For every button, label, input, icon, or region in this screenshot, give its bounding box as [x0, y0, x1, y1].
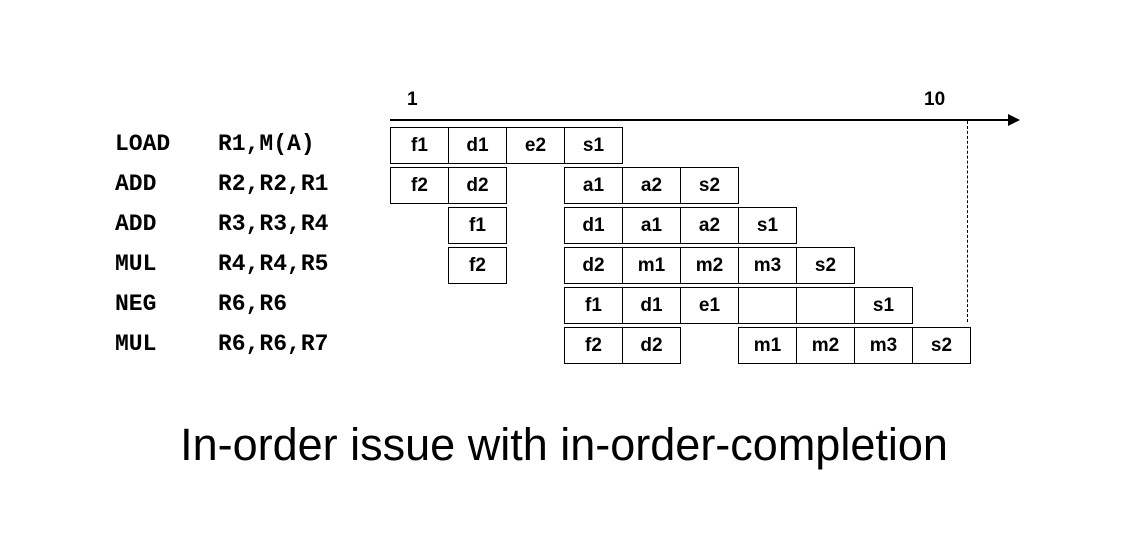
pipeline-stage-cell: f2	[390, 167, 449, 204]
pipeline-stage-cell: e1	[680, 287, 739, 324]
pipeline-stage-cell: m3	[738, 247, 797, 284]
instruction-opcode: NEG	[115, 291, 157, 317]
instruction-operands: R2,R2,R1	[218, 171, 329, 197]
axis-end-label: 10	[924, 89, 946, 110]
pipeline-stage-cell: m3	[854, 327, 913, 364]
pipeline-stage-cell: s2	[912, 327, 971, 364]
time-axis-line	[390, 119, 1010, 121]
pipeline-stage-cell	[796, 287, 855, 324]
instruction-opcode: LOAD	[115, 131, 171, 157]
pipeline-stage-cell: f1	[564, 287, 623, 324]
pipeline-stage-cell: m1	[738, 327, 797, 364]
pipeline-stage-cell: s1	[854, 287, 913, 324]
pipeline-stage-cell: a2	[680, 207, 739, 244]
pipeline-stage-cell: a1	[622, 207, 681, 244]
pipeline-stage-cell: f2	[564, 327, 623, 364]
pipeline-stage-cell: m2	[680, 247, 739, 284]
instruction-opcode: MUL	[115, 331, 157, 357]
instruction-operands: R1,M(A)	[218, 131, 315, 157]
diagram-caption: In-order issue with in-order-completion	[180, 419, 948, 470]
instruction-opcode: MUL	[115, 251, 157, 277]
pipeline-stage-cell: f2	[448, 247, 507, 284]
pipeline-stage-cell: d1	[622, 287, 681, 324]
instruction-operands: R4,R4,R5	[218, 251, 329, 277]
instruction-operands: R3,R3,R4	[218, 211, 329, 237]
pipeline-stage-cell: f1	[448, 207, 507, 244]
instruction-opcode: ADD	[115, 211, 157, 237]
pipeline-stage-cell: a1	[564, 167, 623, 204]
pipeline-stage-cell	[738, 287, 797, 324]
pipeline-stage-cell: d2	[622, 327, 681, 364]
instruction-operands: R6,R6,R7	[218, 331, 329, 357]
instruction-operands: R6,R6	[218, 291, 288, 317]
pipeline-stage-cell: f1	[390, 127, 449, 164]
pipeline-stage-cell: d1	[564, 207, 623, 244]
pipeline-stage-cell: d1	[448, 127, 507, 164]
time-axis-arrowhead	[1008, 114, 1020, 126]
pipeline-stage-cell: s2	[680, 167, 739, 204]
pipeline-stage-cell: a2	[622, 167, 681, 204]
pipeline-stage-cell: m1	[622, 247, 681, 284]
axis-start-label: 1	[407, 89, 418, 110]
pipeline-stage-cell: s1	[564, 127, 623, 164]
pipeline-stage-cell: e2	[506, 127, 565, 164]
pipeline-stage-cell: m2	[796, 327, 855, 364]
pipeline-stage-cell: s1	[738, 207, 797, 244]
pipeline-stage-cell: d2	[564, 247, 623, 284]
pipeline-stage-cell: d2	[448, 167, 507, 204]
instruction-opcode: ADD	[115, 171, 157, 197]
cycle-10-marker-line	[967, 121, 968, 322]
pipeline-stage-cell: s2	[796, 247, 855, 284]
